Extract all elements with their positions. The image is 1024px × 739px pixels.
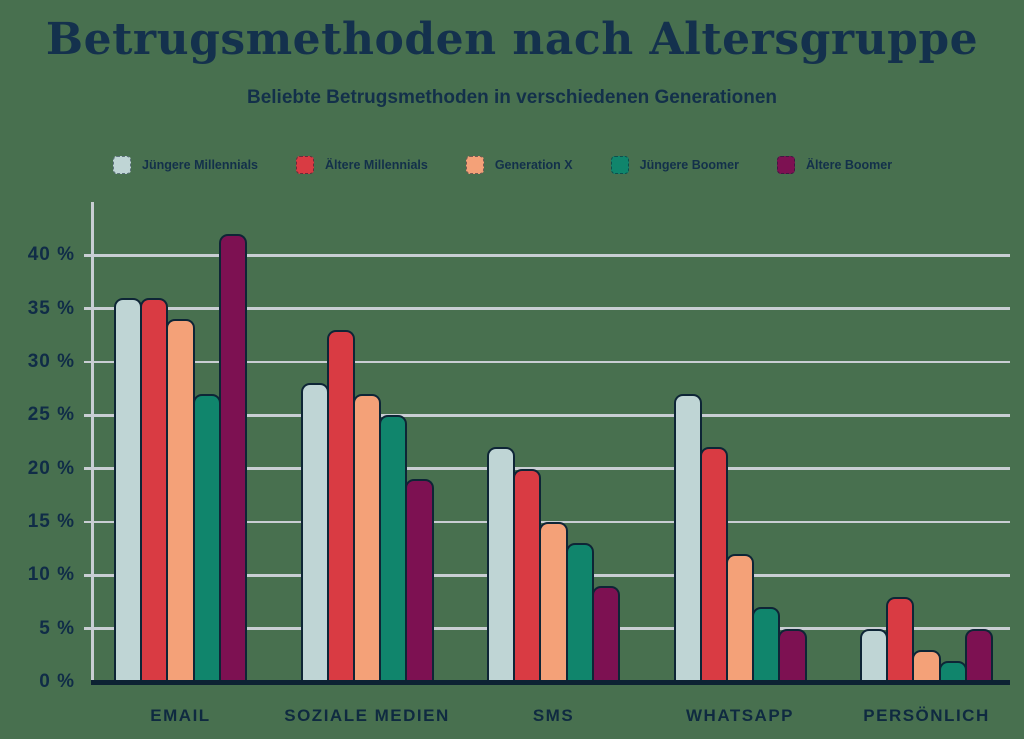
bar-group: SOZIALE MEDIEN xyxy=(284,330,448,725)
legend-swatch-icon xyxy=(610,156,629,174)
legend-label: Generation X xyxy=(494,158,573,172)
bar-group: WHATSAPP xyxy=(673,394,807,725)
bar-group: EMAIL xyxy=(114,234,248,725)
bar xyxy=(487,447,516,682)
bar xyxy=(591,586,621,682)
bar xyxy=(352,394,382,682)
y-tick-label: 30 % xyxy=(27,351,75,372)
y-tick-label: 0 % xyxy=(39,671,75,692)
gridline xyxy=(84,467,1010,470)
legend-item: Jüngere Millennials xyxy=(113,156,258,174)
gridline xyxy=(84,307,1010,310)
legend-swatch-icon xyxy=(465,156,484,174)
bar xyxy=(699,447,728,682)
legend-swatch-icon xyxy=(776,156,795,174)
y-tick-label: 10 % xyxy=(27,564,75,586)
category-label: SMS xyxy=(532,706,575,725)
bar xyxy=(192,394,221,682)
bar xyxy=(725,554,755,682)
gridline xyxy=(84,414,1010,417)
legend-label: Ältere Millennials xyxy=(325,158,428,172)
legend-label: Ältere Boomer xyxy=(805,158,893,172)
bar xyxy=(513,468,542,682)
bar xyxy=(752,607,781,682)
y-axis-line xyxy=(91,202,94,684)
x-axis-line xyxy=(91,679,1010,685)
bar xyxy=(405,479,434,682)
bar xyxy=(300,383,329,682)
legend-label: Jüngere Boomer xyxy=(639,158,739,172)
bar xyxy=(778,628,807,682)
bar-group: PERSÖNLICH xyxy=(860,596,994,725)
bar xyxy=(673,394,702,682)
bar xyxy=(964,628,994,682)
category-label: PERSÖNLICH xyxy=(863,706,990,725)
gridline xyxy=(84,360,1010,364)
bar-group: SMS xyxy=(487,447,621,725)
category-label: EMAIL xyxy=(150,706,211,725)
plot-area: EMAIL SOZIALE MEDIEN SMS WHATSAPP PERSÖNLICH… xyxy=(28,202,1010,725)
category-label: SOZIALE MEDIEN xyxy=(284,706,450,725)
legend-swatch-icon xyxy=(113,156,131,174)
legend-item: Ältere Boomer xyxy=(776,156,893,174)
legend-item: Ältere Millennials xyxy=(296,156,428,174)
bar xyxy=(886,596,915,682)
bar xyxy=(539,522,568,682)
page-subtitle: Beliebte Betrugsmethoden in verschiedene… xyxy=(246,87,777,108)
bar xyxy=(565,543,594,682)
y-tick-label: 40 % xyxy=(27,244,75,266)
legend-item: Jüngere Boomer xyxy=(610,156,739,174)
bar xyxy=(166,319,195,682)
y-tick-label: 20 % xyxy=(27,457,75,479)
legend-swatch-icon xyxy=(296,156,315,174)
bar xyxy=(379,415,408,682)
bar xyxy=(114,298,143,682)
chart-legend: Jüngere Millennials Ältere Millennials Gen… xyxy=(113,156,892,174)
y-tick-label: 25 % xyxy=(27,404,75,426)
page-title: Betrugsmethoden nach Altersgruppe xyxy=(45,14,979,65)
y-tick-label: 15 % xyxy=(27,511,75,532)
y-tick-label: 5 % xyxy=(39,617,75,639)
bar xyxy=(912,650,941,682)
bar xyxy=(860,628,889,682)
bar xyxy=(218,234,248,682)
bar xyxy=(326,330,355,682)
legend-item: Generation X xyxy=(465,156,573,174)
y-tick-label: 35 % xyxy=(27,297,75,319)
bar-groups: EMAIL SOZIALE MEDIEN SMS WHATSAPP PERSÖNLICH xyxy=(93,202,1010,725)
category-label: WHATSAPP xyxy=(685,706,795,725)
bar xyxy=(140,298,169,682)
gridline xyxy=(84,254,1010,257)
legend-label: Jüngere Millennials xyxy=(142,158,259,172)
